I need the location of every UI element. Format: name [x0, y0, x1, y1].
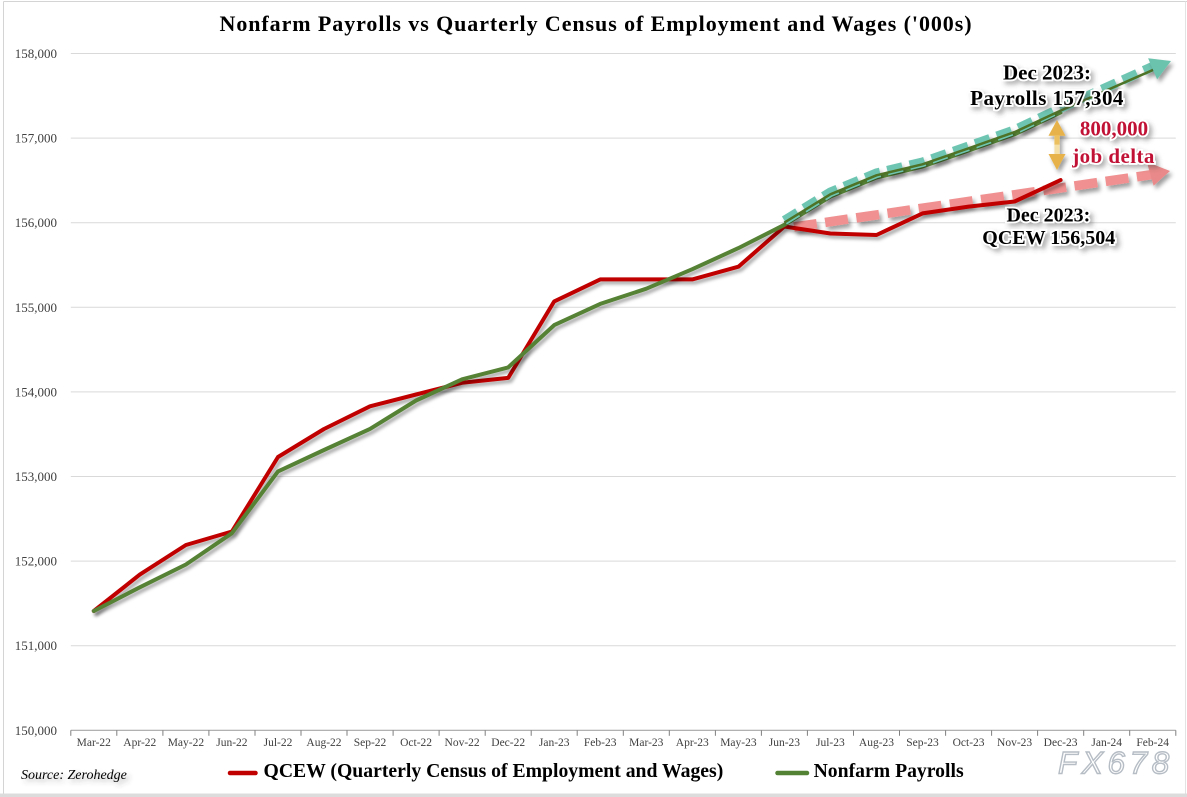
svg-text:Mar-23: Mar-23: [629, 737, 664, 749]
svg-text:800,000: 800,000: [1080, 117, 1148, 141]
svg-text:Oct-22: Oct-22: [400, 737, 432, 749]
svg-text:Dec 2023:: Dec 2023:: [1003, 61, 1091, 85]
svg-text:QCEW 156,504: QCEW 156,504: [982, 227, 1115, 249]
svg-text:FX678: FX678: [1058, 745, 1174, 781]
svg-text:QCEW 156,504: QCEW 156,504: [982, 227, 1115, 249]
svg-text:May-23: May-23: [720, 737, 757, 749]
svg-text:Sep-23: Sep-23: [906, 737, 939, 749]
svg-text:Dec 2023:: Dec 2023:: [1006, 205, 1090, 227]
svg-text:QCEW (Quarterly Census of Empl: QCEW (Quarterly Census of Employment and…: [264, 760, 724, 782]
svg-text:job delta: job delta: [1071, 144, 1155, 168]
svg-text:Dec 2023:: Dec 2023:: [1006, 205, 1090, 227]
svg-text:Nov-22: Nov-22: [445, 737, 480, 749]
svg-text:155,000: 155,000: [15, 300, 57, 315]
svg-text:Nonfarm Payrolls: Nonfarm Payrolls: [814, 760, 964, 782]
svg-text:Feb-23: Feb-23: [584, 737, 617, 749]
svg-text:Payrolls 157,304: Payrolls 157,304: [970, 86, 1124, 110]
svg-text:158,000: 158,000: [15, 46, 57, 61]
svg-text:Feb-24: Feb-24: [1136, 737, 1169, 749]
svg-text:Source: Zerohedge: Source: Zerohedge: [21, 768, 127, 783]
svg-text:Payrolls 157,304: Payrolls 157,304: [970, 86, 1124, 110]
svg-text:job delta: job delta: [1071, 144, 1155, 168]
svg-text:Jan-24: Jan-24: [1091, 737, 1122, 749]
svg-text:Dec 2023:: Dec 2023:: [1003, 61, 1091, 85]
svg-text:Aug-23: Aug-23: [859, 737, 894, 749]
svg-text:Apr-23: Apr-23: [676, 737, 709, 749]
svg-text:Dec-23: Dec-23: [1044, 737, 1078, 749]
svg-text:154,000: 154,000: [15, 384, 57, 399]
svg-text:150,000: 150,000: [15, 723, 57, 738]
svg-text:Nov-23: Nov-23: [997, 737, 1032, 749]
svg-text:800,000: 800,000: [1080, 117, 1148, 141]
svg-text:Jul-23: Jul-23: [816, 737, 845, 749]
svg-text:Dec-22: Dec-22: [491, 737, 525, 749]
svg-text:151,000: 151,000: [15, 638, 57, 653]
svg-text:Jun-23: Jun-23: [769, 737, 801, 749]
svg-text:Apr-22: Apr-22: [123, 737, 156, 749]
svg-text:Aug-22: Aug-22: [306, 737, 341, 749]
svg-text:Mar-22: Mar-22: [77, 737, 112, 749]
svg-text:Nonfarm Payrolls vs Quarterly: Nonfarm Payrolls vs Quarterly Census of …: [220, 11, 973, 36]
svg-text:Jun-22: Jun-22: [216, 737, 248, 749]
svg-text:May-22: May-22: [168, 737, 205, 749]
svg-text:157,000: 157,000: [15, 131, 57, 146]
svg-text:156,000: 156,000: [15, 215, 57, 230]
svg-text:Jan-23: Jan-23: [539, 737, 570, 749]
svg-text:Jul-22: Jul-22: [264, 737, 293, 749]
svg-text:Sep-22: Sep-22: [354, 737, 387, 749]
svg-text:Oct-23: Oct-23: [953, 737, 985, 749]
svg-text:152,000: 152,000: [15, 554, 57, 569]
svg-text:153,000: 153,000: [15, 469, 57, 484]
